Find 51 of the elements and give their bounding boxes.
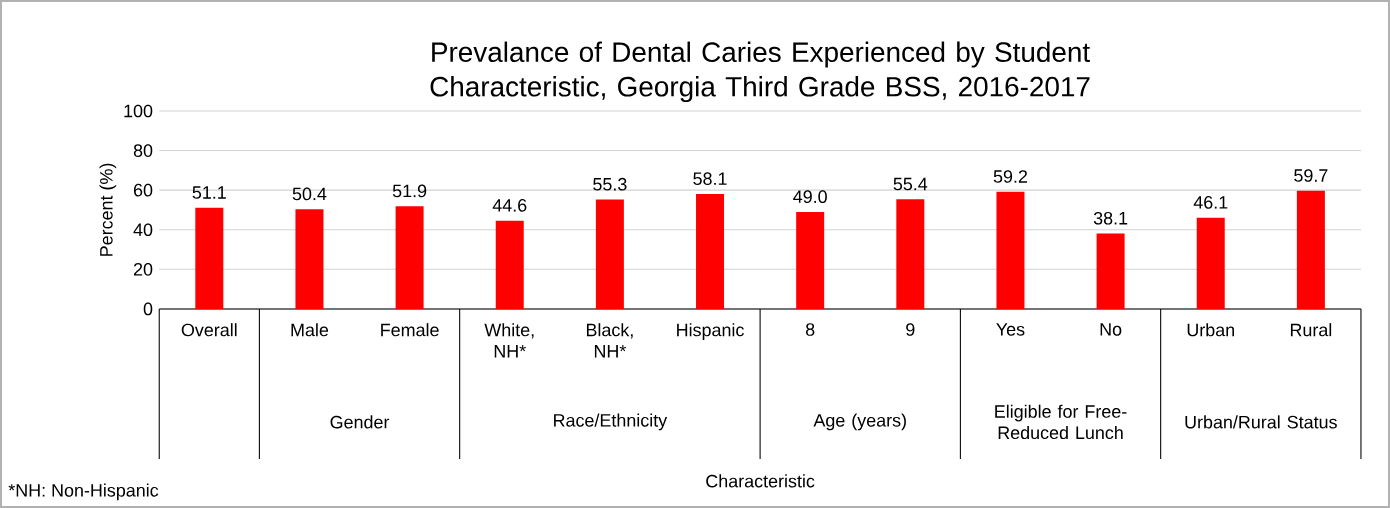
x-tick-label: Hispanic bbox=[677, 323, 744, 340]
bar bbox=[395, 206, 424, 309]
data-label: 51.1 bbox=[192, 186, 226, 199]
x-tick-label: 8 bbox=[805, 323, 815, 336]
data-label: 50.4 bbox=[292, 187, 327, 201]
x-tick-label: Black, NH* bbox=[586, 323, 633, 358]
x-tick-label: Urban bbox=[1187, 323, 1234, 337]
y-tick-label: 20 bbox=[133, 263, 153, 276]
data-label: 38.1 bbox=[1093, 211, 1128, 225]
bar bbox=[696, 193, 725, 309]
x-tick-label: Yes bbox=[996, 323, 1025, 336]
bar bbox=[195, 207, 224, 309]
text: Age (years) bbox=[813, 413, 906, 431]
data-label: 58.1 bbox=[693, 172, 727, 186]
bar bbox=[295, 209, 324, 309]
y-tick-label: 60 bbox=[133, 183, 153, 197]
data-label: 49.0 bbox=[793, 190, 827, 204]
data-label: 46.1 bbox=[1193, 196, 1228, 209]
bar bbox=[1296, 190, 1325, 309]
y-tick-label: 0 bbox=[143, 302, 153, 316]
data-label: 55.4 bbox=[893, 177, 928, 191]
data-label: 51.9 bbox=[392, 184, 427, 198]
data-label: 44.6 bbox=[492, 199, 527, 212]
text: Race/Ethnicity bbox=[554, 413, 668, 431]
bar bbox=[1096, 233, 1125, 309]
bar bbox=[1196, 217, 1225, 309]
bar bbox=[996, 191, 1025, 309]
chart-title: Prevalance of Dental Caries Experienced by Student Characteristic, Georgia Third Grade BSS, 2016-2017 bbox=[430, 41, 1090, 103]
text: Urban/Rural Status bbox=[1185, 415, 1337, 429]
data-label: 55.3 bbox=[593, 177, 627, 191]
data-label: 59.7 bbox=[1294, 169, 1328, 182]
bar bbox=[595, 199, 624, 309]
bar bbox=[896, 199, 925, 309]
y-tick-label: 100 bbox=[124, 104, 153, 118]
x-tick-label: White, NH* bbox=[484, 323, 534, 358]
y-tick-label: 80 bbox=[133, 144, 153, 157]
x-tick-label: 9 bbox=[906, 323, 915, 336]
y-axis-title: Percent (%) bbox=[99, 163, 117, 256]
text: Characteristic bbox=[706, 474, 815, 488]
bar bbox=[495, 220, 524, 309]
text: *NH: Non-Hispanic bbox=[8, 483, 159, 501]
x-tick-label: Male bbox=[291, 323, 329, 337]
text: Eligible for Free-Reduced Lunch bbox=[995, 404, 1127, 440]
y-tick-label: 40 bbox=[133, 223, 153, 237]
x-tick-label: Female bbox=[381, 323, 439, 337]
x-tick-label: Rural bbox=[1290, 323, 1332, 337]
text: Gender bbox=[330, 415, 390, 429]
x-tick-label: Overall bbox=[181, 323, 237, 337]
data-label: 59.2 bbox=[993, 170, 1028, 183]
x-tick-label: No bbox=[1100, 323, 1122, 336]
bar bbox=[796, 211, 825, 309]
